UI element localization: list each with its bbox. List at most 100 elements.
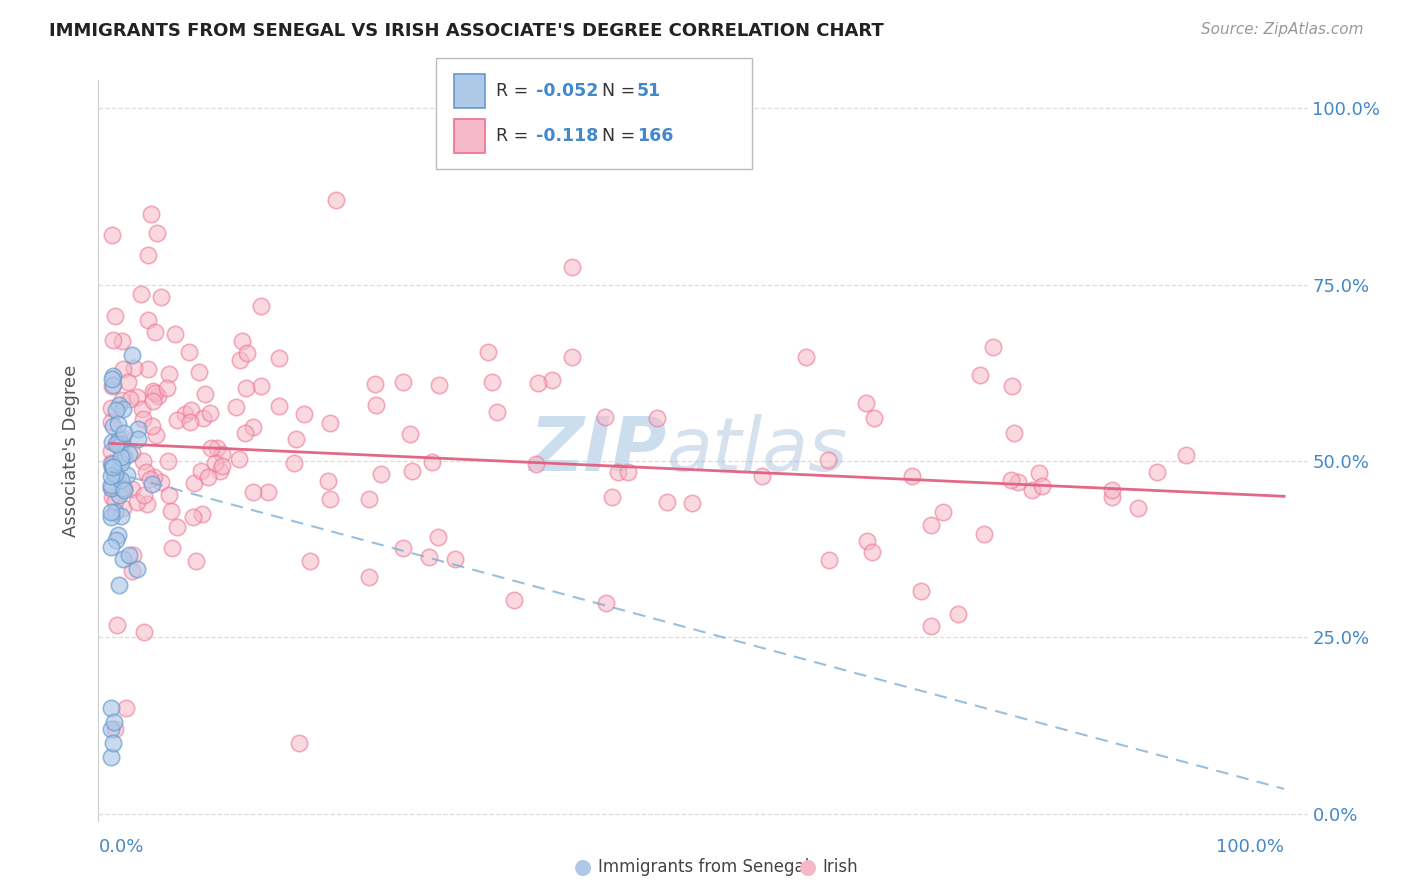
Point — [191, 411, 214, 425]
Point — [1000, 473, 1022, 487]
Point — [681, 496, 703, 510]
Text: ZIP: ZIP — [530, 414, 666, 487]
Point — [1007, 475, 1029, 489]
Point — [1031, 479, 1053, 493]
Point — [122, 548, 145, 562]
Point — [101, 372, 124, 386]
Point — [121, 445, 143, 459]
Point — [863, 410, 886, 425]
Point — [481, 376, 503, 390]
Point — [127, 432, 149, 446]
Point — [141, 476, 163, 491]
Point — [157, 367, 180, 381]
Point — [188, 365, 211, 379]
Point — [228, 451, 250, 466]
Point — [108, 488, 131, 502]
Point — [100, 722, 122, 736]
Point — [110, 450, 132, 465]
Text: N =: N = — [602, 82, 641, 100]
Point — [121, 348, 143, 362]
Point — [100, 481, 122, 495]
Point — [143, 386, 166, 401]
Point — [129, 287, 152, 301]
Point — [319, 416, 342, 430]
Point — [136, 313, 159, 327]
Point — [100, 378, 122, 392]
Point — [131, 402, 153, 417]
Point — [117, 375, 139, 389]
Point — [1175, 449, 1198, 463]
Point — [112, 483, 135, 498]
Point — [100, 468, 122, 483]
Point — [1002, 426, 1025, 441]
Point — [108, 398, 131, 412]
Point — [100, 401, 122, 416]
Point — [107, 417, 129, 431]
Point — [143, 470, 166, 484]
Point — [103, 369, 125, 384]
Point — [166, 520, 188, 534]
Point — [104, 403, 127, 417]
Point — [208, 464, 231, 478]
Point — [1101, 490, 1123, 504]
Point — [100, 540, 122, 554]
Point — [526, 376, 548, 390]
Point — [364, 398, 387, 412]
Point — [401, 463, 423, 477]
Point — [141, 207, 163, 221]
Point — [104, 437, 127, 451]
Point — [110, 334, 132, 349]
Point — [100, 444, 122, 458]
Point — [427, 530, 450, 544]
Point — [860, 545, 883, 559]
Point — [194, 386, 217, 401]
Text: 100.0%: 100.0% — [1216, 838, 1284, 856]
Point — [420, 455, 443, 469]
Point — [104, 310, 127, 324]
Point — [190, 464, 212, 478]
Point — [242, 485, 264, 500]
Point — [107, 578, 129, 592]
Point — [136, 498, 159, 512]
Text: ●: ● — [800, 857, 817, 877]
Point — [108, 432, 131, 446]
Point — [101, 460, 124, 475]
Point — [503, 593, 526, 607]
Point — [981, 341, 1004, 355]
Point — [173, 408, 195, 422]
Point — [112, 450, 135, 465]
Text: ●: ● — [575, 857, 592, 877]
Point — [112, 426, 135, 441]
Point — [292, 407, 315, 421]
Text: IMMIGRANTS FROM SENEGAL VS IRISH ASSOCIATE'S DEGREE CORRELATION CHART: IMMIGRANTS FROM SENEGAL VS IRISH ASSOCIA… — [49, 22, 884, 40]
Point — [115, 468, 138, 483]
Point — [107, 528, 129, 542]
Point — [149, 290, 172, 304]
Point — [235, 381, 257, 395]
Point — [179, 415, 201, 429]
Point — [111, 431, 134, 445]
Point — [485, 405, 508, 419]
Point — [110, 456, 132, 470]
Point — [920, 619, 942, 633]
Point — [101, 490, 124, 504]
Point — [200, 442, 222, 456]
Point — [100, 509, 122, 524]
Point — [157, 454, 180, 468]
Point — [156, 381, 179, 395]
Point — [751, 469, 773, 483]
Point — [121, 482, 143, 496]
Point — [146, 227, 169, 241]
Point — [132, 412, 155, 426]
Point — [283, 456, 305, 470]
Point — [104, 722, 127, 736]
Y-axis label: Associate's Degree: Associate's Degree — [62, 364, 80, 537]
Point — [910, 584, 932, 599]
Point — [112, 401, 135, 416]
Point — [125, 495, 148, 509]
Point — [299, 554, 322, 568]
Point — [141, 419, 163, 434]
Point — [104, 467, 127, 482]
Point — [225, 400, 247, 414]
Point — [105, 617, 128, 632]
